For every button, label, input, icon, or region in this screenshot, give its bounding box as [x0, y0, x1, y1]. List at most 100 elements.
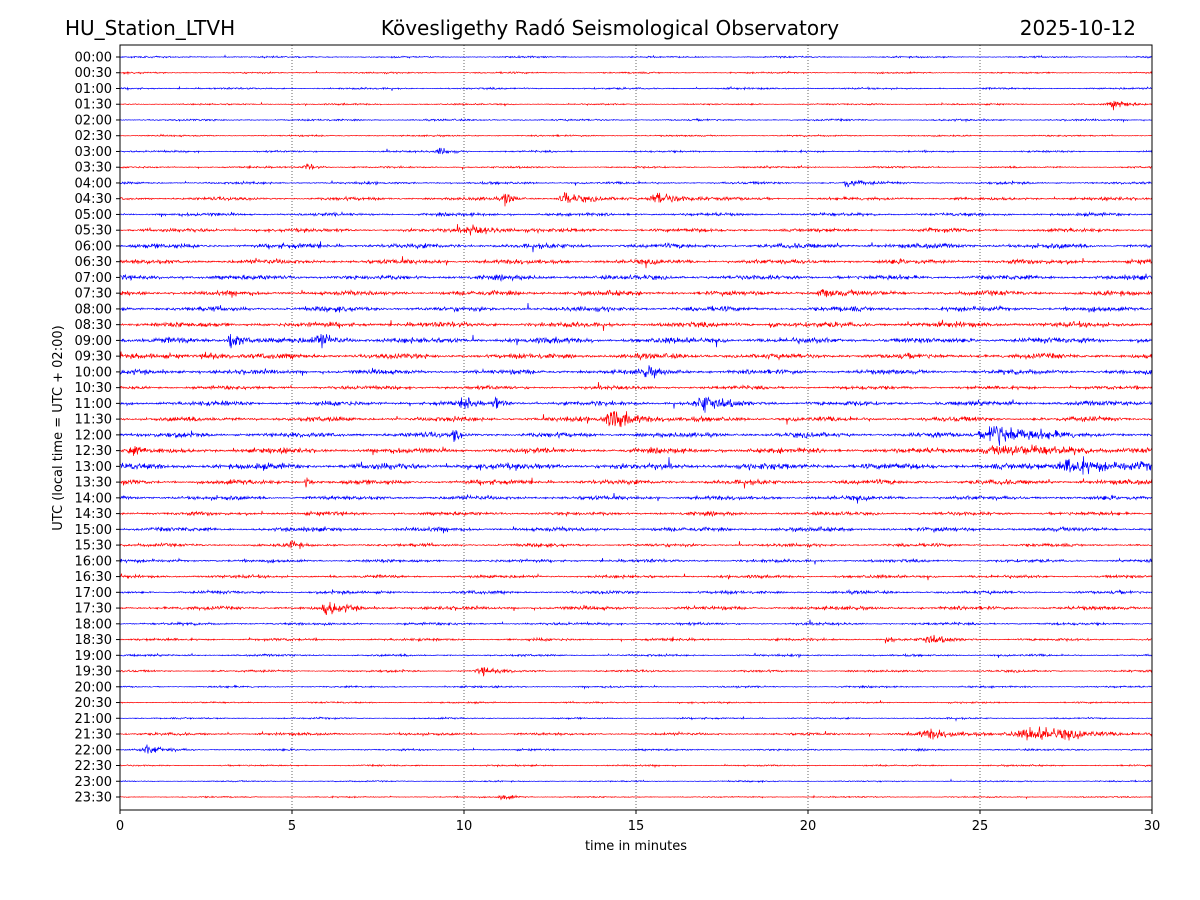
- trace-1430: [119, 510, 1153, 518]
- y-tick-label: 20:00: [75, 680, 112, 695]
- trace-0630: [119, 256, 1153, 269]
- y-tick-label: 10:30: [75, 381, 112, 396]
- trace-1730: [119, 601, 1153, 616]
- y-tick-label: 09:00: [75, 334, 112, 349]
- y-tick-label: 02:30: [75, 129, 112, 144]
- trace-1100: [119, 396, 1153, 413]
- y-tick-label: 20:30: [75, 696, 112, 711]
- y-tick-label: 12:00: [75, 428, 112, 443]
- trace-1600: [119, 557, 1153, 565]
- y-tick-label: 09:30: [75, 350, 112, 365]
- y-tick-label: 08:00: [75, 302, 112, 317]
- y-tick-label: 14:00: [75, 491, 112, 506]
- trace-0200: [119, 117, 1153, 123]
- trace-1230: [119, 444, 1153, 456]
- y-tick-label: 15:30: [75, 539, 112, 554]
- trace-2330: [119, 794, 1153, 801]
- trace-2300: [119, 778, 1153, 784]
- trace-0930: [119, 351, 1153, 361]
- y-tick-label: 06:30: [75, 255, 112, 270]
- y-tick-label: 19:00: [75, 649, 112, 664]
- trace-0330: [119, 163, 1153, 171]
- y-tick-label: 05:00: [75, 208, 112, 223]
- y-tick-label: 08:30: [75, 318, 112, 333]
- y-tick-label: 03:00: [75, 145, 112, 160]
- y-tick-label: 11:30: [75, 413, 112, 428]
- trace-1200: [119, 426, 1153, 446]
- x-tick-label: 0: [116, 819, 124, 834]
- y-tick-label: 17:00: [75, 586, 112, 601]
- trace-1000: [119, 365, 1153, 379]
- y-tick-label: 15:00: [75, 523, 112, 538]
- y-tick-label: 04:00: [75, 176, 112, 191]
- x-axis-label: time in minutes: [585, 839, 687, 854]
- trace-0830: [119, 319, 1153, 332]
- trace-1030: [119, 382, 1153, 391]
- y-tick-label: 11:00: [75, 397, 112, 412]
- trace-1830: [119, 634, 1153, 644]
- trace-0730: [119, 288, 1153, 298]
- trace-1300: [119, 456, 1153, 475]
- y-tick-label: 04:30: [75, 192, 112, 207]
- y-tick-label: 00:00: [75, 51, 112, 66]
- trace-0500: [119, 211, 1153, 218]
- y-tick-label: 18:00: [75, 617, 112, 632]
- trace-2000: [119, 684, 1153, 690]
- y-tick-label: 17:30: [75, 602, 112, 617]
- trace-2030: [119, 700, 1153, 705]
- trace-1930: [119, 667, 1153, 677]
- trace-0100: [119, 85, 1153, 92]
- x-tick-label: 5: [288, 819, 296, 834]
- trace-0600: [119, 241, 1153, 253]
- x-tick-label: 25: [972, 819, 989, 834]
- trace-0530: [119, 224, 1153, 236]
- y-tick-label: 10:00: [75, 365, 112, 380]
- trace-0700: [119, 273, 1153, 282]
- trace-0030: [119, 70, 1153, 76]
- trace-2230: [119, 763, 1153, 769]
- y-tick-label: 00:30: [75, 66, 112, 81]
- y-tick-label: 07:30: [75, 287, 112, 302]
- y-tick-label: 13:00: [75, 460, 112, 475]
- x-tick-label: 15: [628, 819, 645, 834]
- trace-0430: [119, 192, 1153, 207]
- y-tick-label: 02:00: [75, 113, 112, 128]
- y-tick-label: 16:00: [75, 554, 112, 569]
- y-tick-label: 22:00: [75, 743, 112, 758]
- y-tick-label: 13:30: [75, 476, 112, 491]
- trace-0800: [119, 303, 1153, 313]
- trace-1900: [119, 652, 1153, 659]
- trace-0300: [119, 147, 1153, 155]
- trace-0230: [119, 133, 1153, 138]
- trace-1800: [119, 619, 1153, 627]
- trace-2130: [119, 726, 1153, 741]
- date-title: 2025-10-12: [1019, 16, 1136, 40]
- trace-0400: [119, 179, 1153, 188]
- y-axis-label: UTC (local time = UTC + 02:00): [51, 325, 66, 530]
- y-tick-label: 16:30: [75, 570, 112, 585]
- station-title: HU_Station_LTVH: [65, 16, 236, 40]
- y-tick-label: 05:30: [75, 224, 112, 239]
- trace-2100: [119, 715, 1153, 722]
- trace-1500: [119, 525, 1153, 534]
- y-tick-label: 01:00: [75, 82, 112, 97]
- trace-1530: [119, 540, 1153, 550]
- y-tick-label: 18:30: [75, 633, 112, 648]
- x-tick-label: 10: [456, 819, 473, 834]
- y-tick-label: 07:00: [75, 271, 112, 286]
- trace-1400: [119, 492, 1153, 504]
- trace-0900: [119, 333, 1153, 349]
- trace-1330: [119, 477, 1153, 489]
- y-tick-label: 12:30: [75, 444, 112, 459]
- x-tick-label: 30: [1144, 819, 1161, 834]
- trace-1700: [119, 588, 1153, 596]
- trace-0130: [119, 100, 1153, 111]
- y-tick-label: 03:30: [75, 161, 112, 176]
- y-tick-label: 19:30: [75, 665, 112, 680]
- y-tick-label: 23:30: [75, 791, 112, 806]
- trace-1630: [119, 573, 1153, 581]
- y-tick-label: 06:00: [75, 239, 112, 254]
- x-tick-label: 20: [800, 819, 817, 834]
- y-tick-label: 21:30: [75, 728, 112, 743]
